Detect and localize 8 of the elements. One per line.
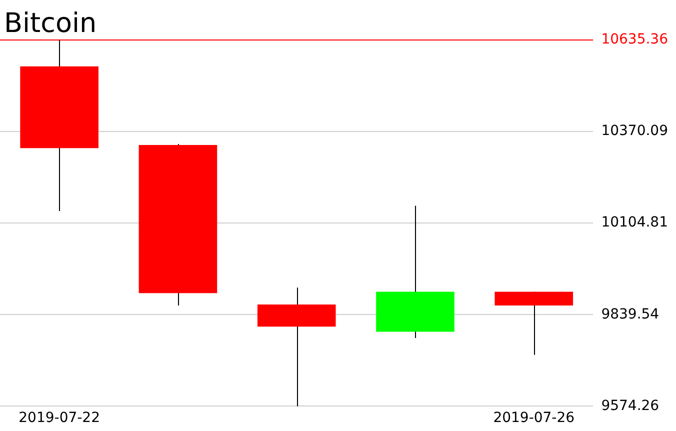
y-tick-label: 10370.09 [601,123,668,140]
chart-title: Bitcoin [4,8,97,39]
y-tick-label: 10635.36 [601,32,668,48]
y-tick-label: 9574.26 [601,398,660,414]
y-tick-label: 10104.81 [601,214,668,231]
x-tick-label: 2019-07-26 [493,410,575,426]
y-tick-label: 9839.54 [601,306,660,322]
x-tick-label: 2019-07-22 [18,410,100,426]
